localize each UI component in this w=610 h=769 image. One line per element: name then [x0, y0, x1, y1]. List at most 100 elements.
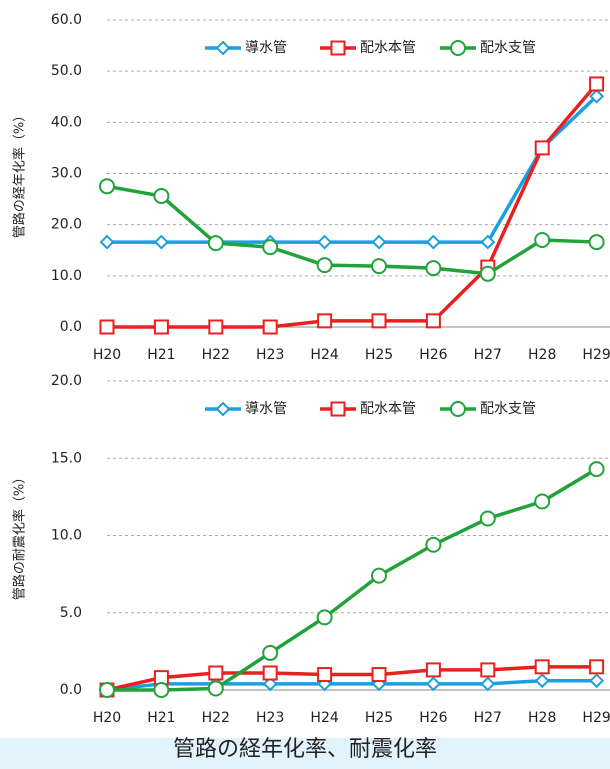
data-point	[371, 313, 387, 329]
y-tick-label: 0.0	[60, 682, 82, 698]
series-line	[106, 184, 597, 276]
y-tick-label: 15.0	[51, 450, 82, 466]
data-point	[317, 667, 333, 683]
data-point	[589, 88, 605, 104]
data-point	[371, 567, 387, 584]
y-tick-label: 10.0	[51, 268, 82, 284]
x-tick-label: H24	[310, 710, 338, 726]
data-point	[99, 178, 115, 195]
data-point	[425, 313, 441, 329]
data-point	[371, 667, 387, 683]
data-point	[99, 234, 115, 250]
data-point	[317, 313, 333, 329]
y-tick-label: 10.0	[51, 528, 82, 544]
legend-marker	[215, 40, 231, 56]
y-tick-label: 60.0	[51, 12, 82, 28]
data-point	[534, 493, 551, 510]
x-tick-label: H27	[474, 710, 502, 726]
data-point	[534, 232, 551, 249]
x-tick-label: H21	[147, 347, 175, 363]
data-point	[425, 662, 441, 678]
data-point	[316, 609, 333, 626]
legend-marker	[330, 401, 346, 417]
data-point	[371, 234, 387, 250]
data-point	[208, 319, 224, 335]
y-tick-label: 5.0	[60, 605, 82, 621]
x-tick-label: H25	[365, 710, 393, 726]
legend-label: 導水管	[245, 40, 287, 56]
x-tick-label: H28	[528, 347, 556, 363]
data-point	[479, 265, 496, 282]
data-point	[153, 682, 170, 698]
y-tick-label: 50.0	[51, 63, 82, 79]
x-tick-label: H29	[582, 347, 610, 363]
data-point	[589, 673, 605, 689]
x-tick-label: H22	[202, 710, 230, 726]
data-point	[262, 676, 278, 692]
x-tick-label: H20	[93, 347, 121, 363]
data-point	[99, 319, 115, 335]
data-point	[207, 235, 224, 252]
x-tick-label: H25	[365, 347, 393, 363]
legend-label: 配水本管	[360, 401, 416, 417]
legend-label: 導水管	[245, 401, 287, 417]
x-tick-label: H28	[528, 710, 556, 726]
data-point	[425, 536, 442, 553]
y-tick-label: 40.0	[51, 114, 82, 130]
data-point	[262, 319, 278, 335]
y-axis-title: 管路の耐震化率（%）	[12, 471, 28, 600]
data-point	[480, 676, 496, 692]
y-tick-label: 20.0	[51, 217, 82, 233]
data-point	[588, 461, 605, 478]
x-tick-label: H24	[310, 347, 338, 363]
data-point	[317, 234, 333, 250]
series-line	[106, 678, 597, 692]
caption: 管路の経年化率、耐震化率	[173, 737, 437, 762]
chart-background	[0, 0, 610, 738]
data-point	[262, 239, 279, 256]
x-tick-label: H26	[419, 347, 447, 363]
legend-marker	[450, 401, 466, 417]
series-line	[107, 467, 598, 692]
data-point	[153, 234, 169, 250]
x-tick-label: H27	[474, 347, 502, 363]
y-tick-label: 30.0	[51, 166, 82, 182]
data-point	[588, 234, 605, 251]
data-point	[208, 665, 224, 681]
data-point	[99, 682, 115, 698]
x-tick-label: H21	[147, 710, 175, 726]
series-line	[106, 665, 597, 692]
x-tick-label: H26	[419, 710, 447, 726]
y-axis-title: 管路の経年化率（%）	[12, 109, 28, 238]
data-point	[207, 680, 224, 697]
data-point	[153, 188, 170, 205]
data-point	[425, 676, 441, 692]
data-point	[262, 665, 278, 681]
x-tick-label: H29	[582, 710, 610, 726]
data-point	[479, 510, 496, 527]
x-tick-label: H23	[256, 710, 284, 726]
data-point	[534, 659, 550, 675]
data-point	[262, 644, 279, 661]
data-point	[425, 260, 442, 277]
x-tick-label: H23	[256, 347, 284, 363]
data-point	[534, 673, 550, 689]
x-tick-label: H22	[202, 347, 230, 363]
data-point	[534, 140, 550, 156]
data-point	[480, 234, 496, 250]
legend-marker	[215, 401, 231, 417]
series-line	[107, 82, 598, 329]
legend-label: 配水支管	[480, 40, 536, 56]
y-tick-label: 0.0	[60, 319, 82, 335]
data-point	[153, 319, 169, 335]
data-point	[371, 258, 387, 275]
data-point	[425, 234, 441, 250]
legend-marker	[330, 40, 346, 56]
data-point	[480, 662, 496, 678]
series-line	[107, 94, 598, 244]
data-point	[589, 659, 605, 675]
data-point	[316, 257, 333, 274]
data-point	[589, 76, 605, 92]
legend-label: 配水本管	[360, 40, 416, 56]
